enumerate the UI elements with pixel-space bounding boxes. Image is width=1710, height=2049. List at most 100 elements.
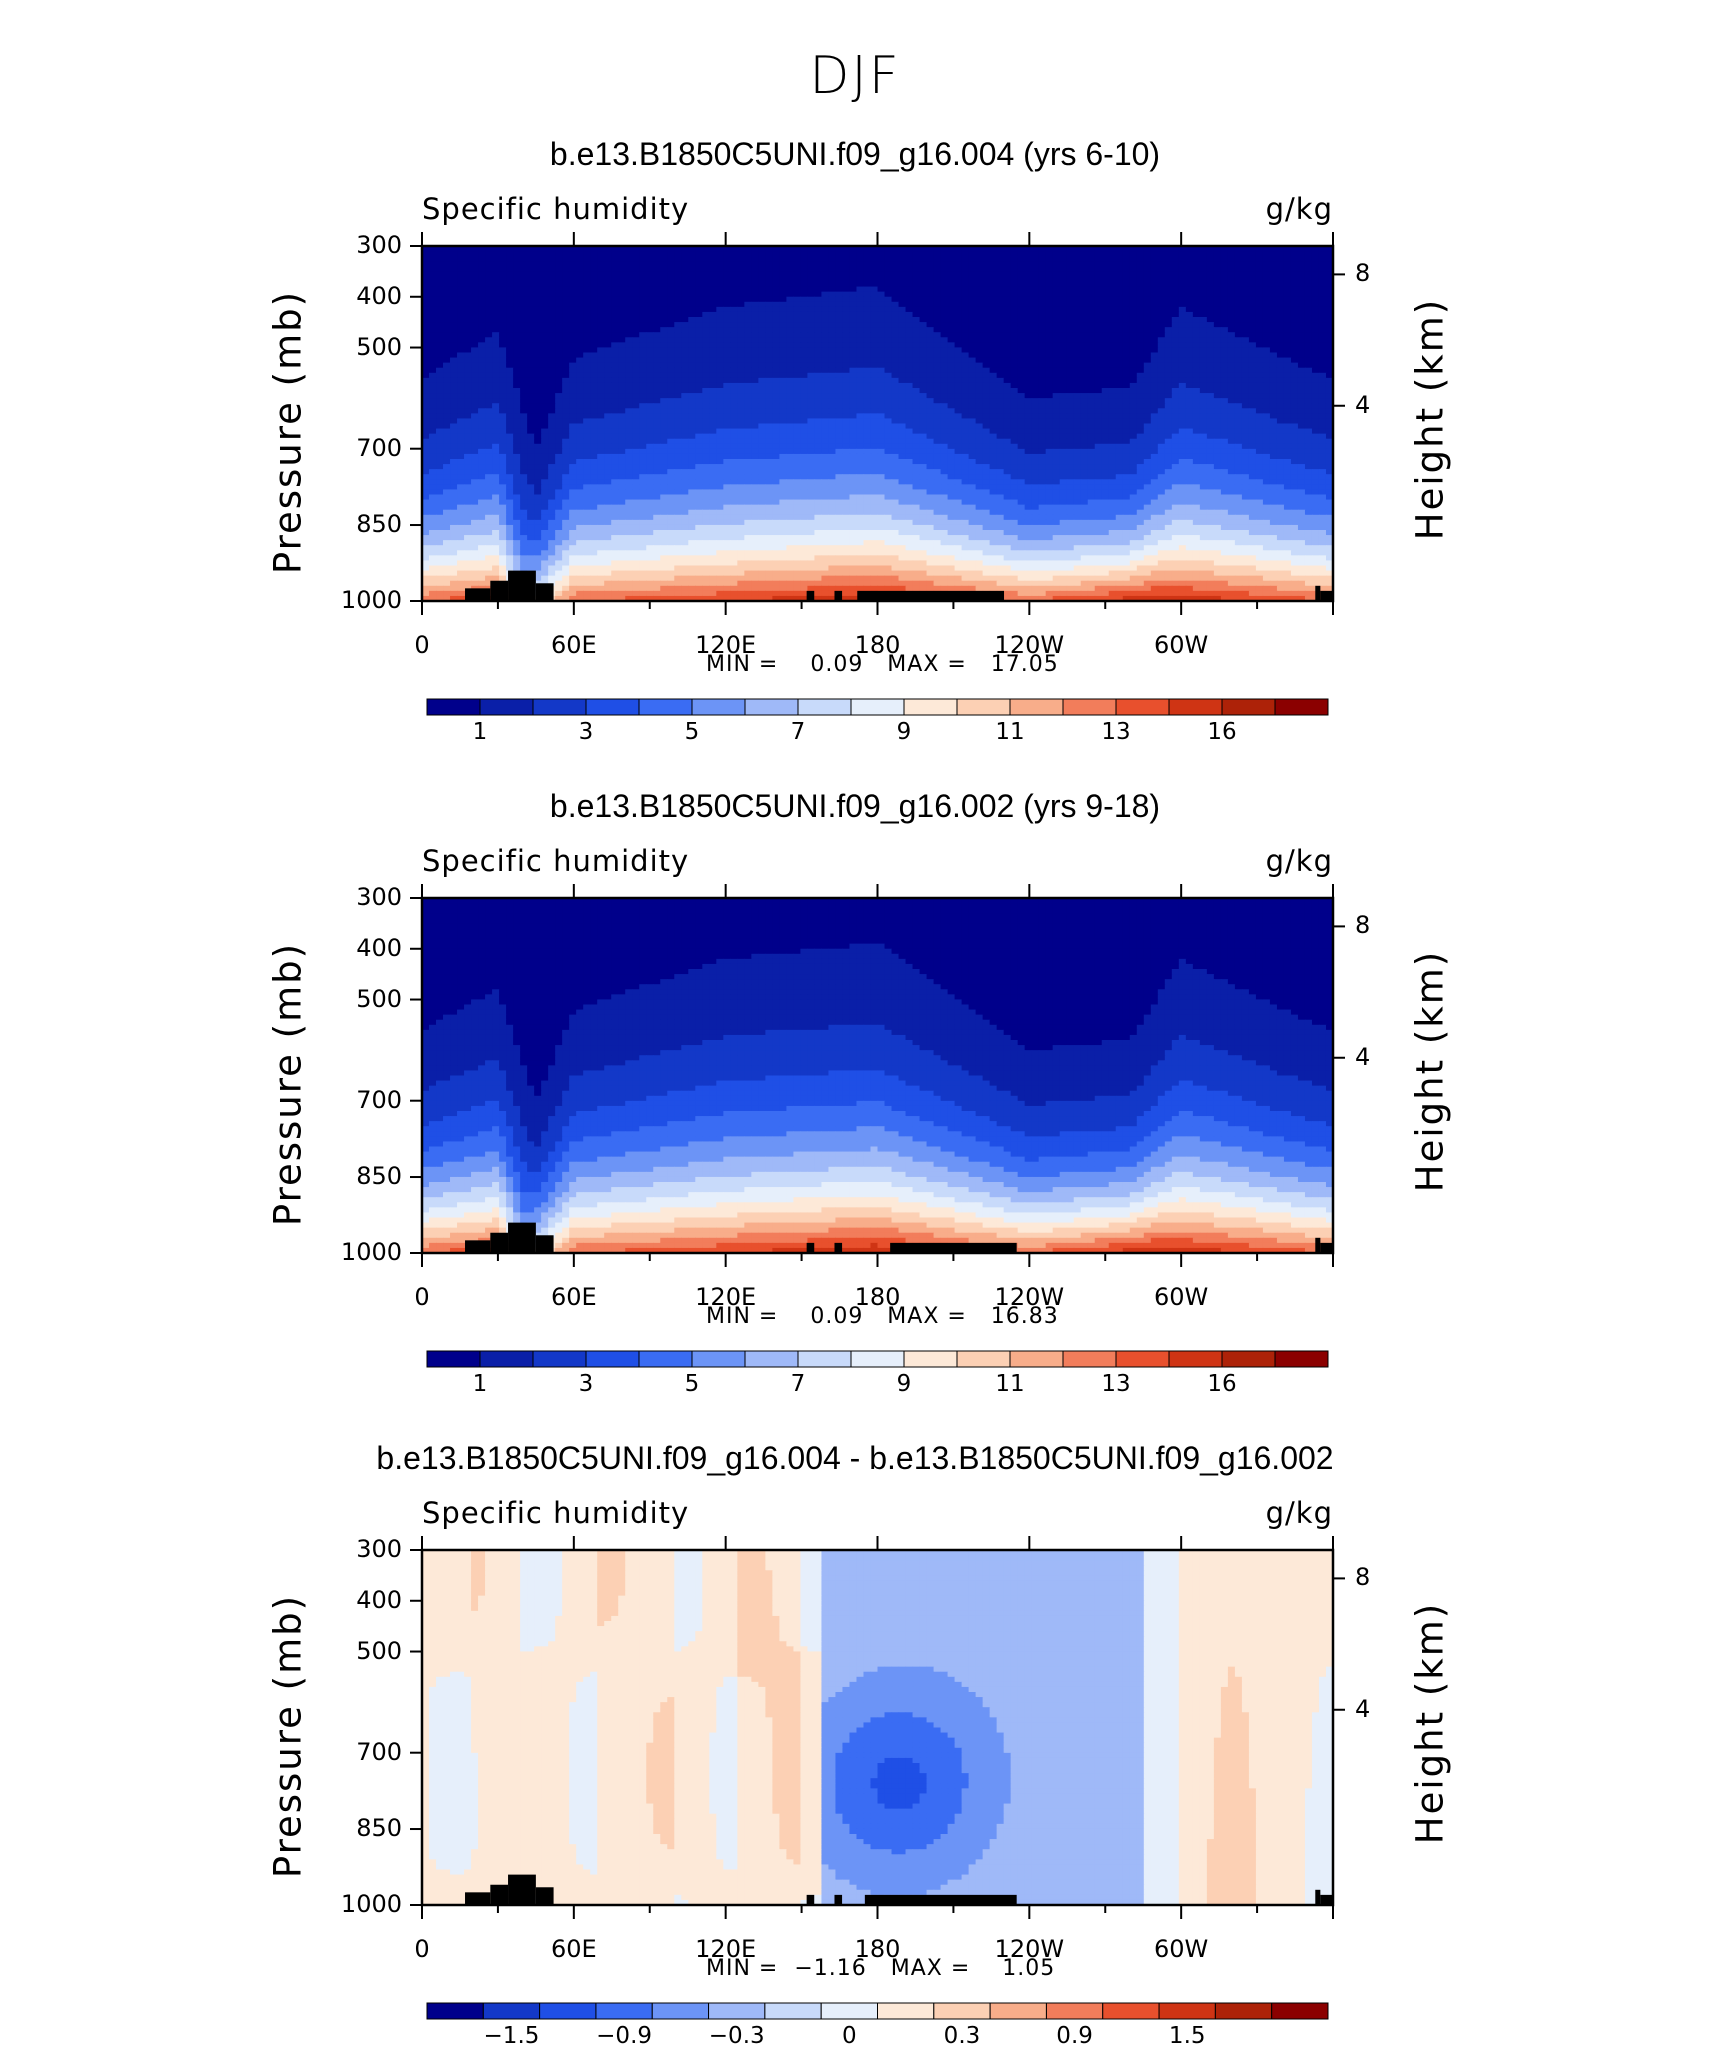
field-cell xyxy=(471,322,479,328)
field-cell xyxy=(1081,302,1089,308)
field-cell xyxy=(899,261,907,267)
field-cell xyxy=(1095,337,1103,343)
field-cell xyxy=(1095,322,1103,328)
field-cell xyxy=(520,332,528,338)
field-cell xyxy=(695,327,703,333)
left-string: Specific humidity xyxy=(422,192,689,226)
field-cell xyxy=(548,261,556,267)
field-cell xyxy=(450,307,458,313)
field-cell xyxy=(1200,287,1208,293)
field-cell xyxy=(499,246,507,252)
field-cell xyxy=(1116,342,1124,348)
field-cell xyxy=(920,312,928,318)
field-cell xyxy=(1298,332,1306,338)
field-cell xyxy=(934,287,942,293)
field-cell xyxy=(863,342,871,348)
field-cell xyxy=(969,312,977,318)
field-cell xyxy=(842,317,850,323)
field-cell xyxy=(821,276,829,282)
field-cell xyxy=(618,337,626,343)
field-cell xyxy=(583,256,591,262)
field-cell xyxy=(1186,297,1194,303)
field-cell xyxy=(1193,287,1201,293)
field-cell xyxy=(541,332,549,338)
field-cell xyxy=(1004,251,1012,257)
field-cell xyxy=(681,307,689,313)
field-cell xyxy=(934,332,942,338)
field-cell xyxy=(983,282,991,288)
field-cell xyxy=(1137,282,1145,288)
field-cell xyxy=(723,282,731,288)
field-cell xyxy=(723,332,731,338)
field-cell xyxy=(471,266,479,272)
field-cell xyxy=(1151,327,1159,333)
field-cell xyxy=(1214,266,1222,272)
field-cell xyxy=(997,342,1005,348)
field-cell xyxy=(597,327,605,333)
field-cell xyxy=(1095,287,1103,293)
field-cell xyxy=(927,337,935,343)
field-cell xyxy=(583,302,591,308)
field-cell xyxy=(1277,256,1285,262)
field-cell xyxy=(583,276,591,282)
field-cell xyxy=(583,282,591,288)
field-cell xyxy=(800,271,808,277)
field-cell xyxy=(492,282,500,288)
field-cell xyxy=(471,327,479,333)
field-cell xyxy=(1158,292,1166,298)
field-cell xyxy=(429,246,437,252)
field-cell xyxy=(821,282,829,288)
field-cell xyxy=(913,312,921,318)
field-cell xyxy=(583,342,591,348)
field-cell xyxy=(1018,282,1026,288)
field-cell xyxy=(779,287,787,293)
field-cell xyxy=(429,302,437,308)
field-cell xyxy=(1123,297,1131,303)
field-cell xyxy=(1214,312,1222,318)
field-cell xyxy=(906,256,914,262)
field-cell xyxy=(597,332,605,338)
field-cell xyxy=(920,292,928,298)
field-cell xyxy=(899,302,907,308)
field-cell xyxy=(1039,266,1047,272)
field-cell xyxy=(604,246,612,252)
field-cell xyxy=(471,282,479,288)
field-cell xyxy=(618,312,626,318)
field-cell xyxy=(1172,271,1180,277)
field-cell xyxy=(1053,256,1061,262)
field-cell xyxy=(948,276,956,282)
field-cell xyxy=(1256,337,1264,343)
field-cell xyxy=(1200,256,1208,262)
field-cell xyxy=(604,337,612,343)
field-cell xyxy=(1116,282,1124,288)
field-cell xyxy=(828,292,836,298)
field-cell xyxy=(527,322,535,328)
field-cell xyxy=(499,332,507,338)
field-cell xyxy=(1186,271,1194,277)
field-cell xyxy=(758,256,766,262)
field-cell xyxy=(856,261,864,267)
field-cell xyxy=(1039,312,1047,318)
field-cell xyxy=(457,282,465,288)
field-cell xyxy=(969,317,977,323)
field-cell xyxy=(814,337,822,343)
field-cell xyxy=(927,246,935,252)
field-cell xyxy=(969,287,977,293)
field-cell xyxy=(513,251,521,257)
field-cell xyxy=(597,282,605,288)
field-cell xyxy=(1172,337,1180,343)
field-cell xyxy=(1263,271,1271,277)
field-cell xyxy=(1249,246,1257,252)
field-cell xyxy=(471,337,479,343)
field-cell xyxy=(1081,322,1089,328)
field-cell xyxy=(1130,312,1138,318)
field-cell xyxy=(1116,276,1124,282)
field-cell xyxy=(1060,276,1068,282)
field-cell xyxy=(646,307,654,313)
field-cell xyxy=(709,337,717,343)
field-cell xyxy=(913,302,921,308)
field-cell xyxy=(436,317,444,323)
field-cell xyxy=(962,261,970,267)
field-cell xyxy=(478,266,486,272)
field-cell xyxy=(723,307,731,313)
